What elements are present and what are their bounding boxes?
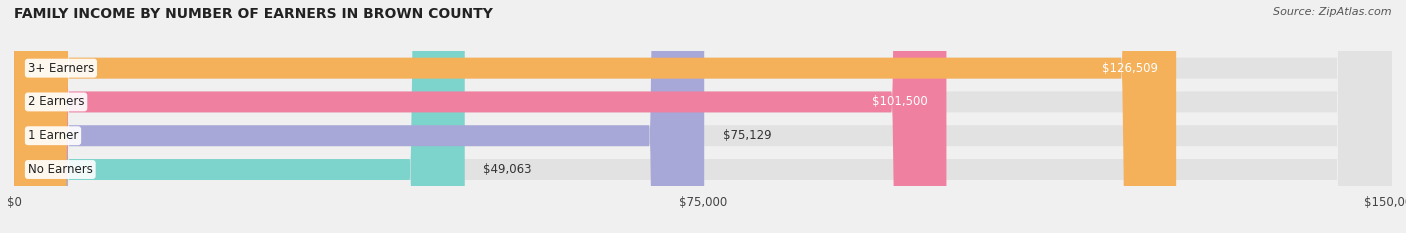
FancyBboxPatch shape: [14, 0, 1392, 233]
Text: 2 Earners: 2 Earners: [28, 96, 84, 108]
Text: 3+ Earners: 3+ Earners: [28, 62, 94, 75]
Text: Source: ZipAtlas.com: Source: ZipAtlas.com: [1274, 7, 1392, 17]
FancyBboxPatch shape: [14, 0, 1177, 233]
Text: 1 Earner: 1 Earner: [28, 129, 79, 142]
Text: No Earners: No Earners: [28, 163, 93, 176]
Text: $49,063: $49,063: [484, 163, 531, 176]
FancyBboxPatch shape: [14, 0, 1392, 233]
Text: $126,509: $126,509: [1102, 62, 1157, 75]
Text: $101,500: $101,500: [872, 96, 928, 108]
FancyBboxPatch shape: [14, 0, 1392, 233]
FancyBboxPatch shape: [14, 0, 1392, 233]
FancyBboxPatch shape: [14, 0, 946, 233]
Text: FAMILY INCOME BY NUMBER OF EARNERS IN BROWN COUNTY: FAMILY INCOME BY NUMBER OF EARNERS IN BR…: [14, 7, 494, 21]
FancyBboxPatch shape: [14, 0, 465, 233]
Text: $75,129: $75,129: [723, 129, 770, 142]
FancyBboxPatch shape: [14, 0, 704, 233]
